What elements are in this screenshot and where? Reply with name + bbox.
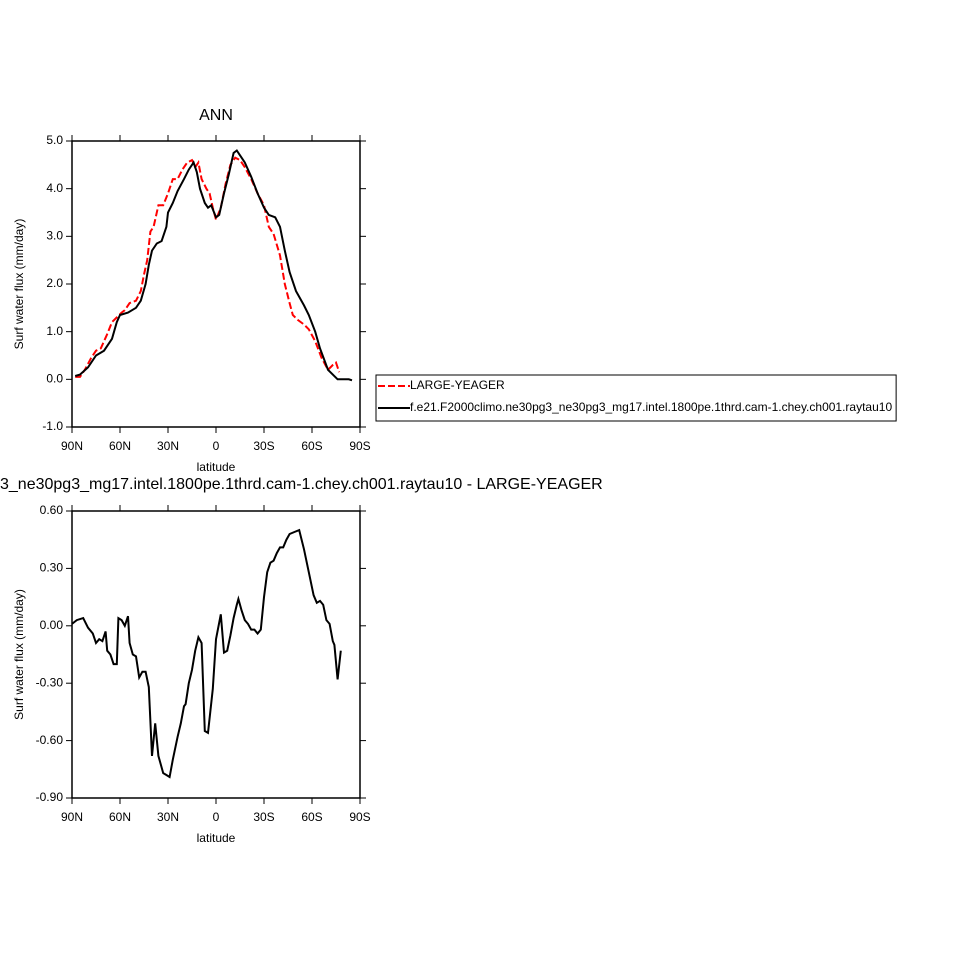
x-axis-label: latitude (197, 831, 236, 845)
data-line (74, 149, 353, 382)
chart-title: 3_ne30pg3_mg17.intel.1800pe.1thrd.cam-1.… (0, 476, 603, 493)
y-axis-label: Surf water flux (mm/day) (12, 219, 26, 350)
x-tick-label: 30N (157, 439, 179, 453)
x-tick-label: 30S (253, 439, 274, 453)
y-tick-label: 1.0 (46, 324, 63, 338)
plot-frame (71, 510, 361, 799)
x-tick-label: 30S (253, 810, 274, 824)
x-tick-label: 60S (301, 439, 322, 453)
data-line (75, 156, 341, 378)
x-tick-label: 90N (61, 810, 83, 824)
legend-box (375, 374, 897, 422)
data-line (71, 528, 342, 779)
legend-label: f.e21.F2000climo.ne30pg3_ne30pg3_mg17.in… (410, 400, 892, 414)
x-tick-label: 90S (349, 810, 370, 824)
y-tick-label: 0.30 (40, 561, 64, 575)
y-tick-label: 0.60 (40, 503, 64, 517)
y-tick-label: 0.00 (40, 618, 64, 632)
x-tick-label: 0 (213, 810, 220, 824)
y-axis-label: Surf water flux (mm/day) (12, 589, 26, 720)
x-axis-label: latitude (197, 460, 236, 474)
plot-frame (71, 140, 361, 428)
x-tick-label: 60N (109, 439, 131, 453)
y-tick-label: -0.60 (36, 733, 64, 747)
x-tick-label: 0 (213, 439, 220, 453)
legend-label: LARGE-YEAGER (410, 378, 505, 392)
y-tick-label: -0.30 (36, 675, 64, 689)
y-tick-label: 5.0 (46, 133, 63, 147)
x-tick-label: 60N (109, 810, 131, 824)
x-tick-label: 60S (301, 810, 322, 824)
legend: LARGE-YEAGER f.e21.F2000climo.ne30pg3_ne3… (375, 374, 897, 422)
y-tick-label: 3.0 (46, 229, 63, 243)
chart-title: ANN (199, 107, 233, 124)
y-tick-label: -0.90 (36, 790, 64, 804)
y-tick-label: 2.0 (46, 276, 63, 290)
x-tick-label: 90S (349, 439, 370, 453)
y-tick-label: -1.0 (42, 419, 63, 433)
x-tick-label: 30N (157, 810, 179, 824)
y-tick-label: 4.0 (46, 181, 63, 195)
y-tick-label: 0.0 (46, 372, 63, 386)
x-tick-label: 90N (61, 439, 83, 453)
